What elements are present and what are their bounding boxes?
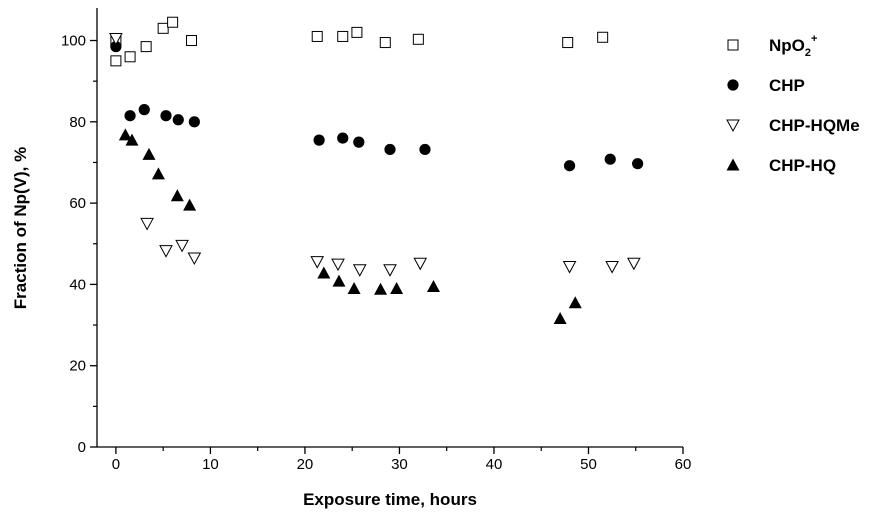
- y-tick-label: 100: [61, 33, 86, 50]
- chp-data-point: [313, 134, 325, 146]
- tick-marks: [90, 39, 684, 454]
- npo-data-point: [562, 37, 574, 49]
- series-chp: [110, 41, 644, 172]
- y-tick-label: 40: [69, 276, 86, 293]
- tick-labels: 0 10 20 30 40 50 60 0 20 40 60 80 100: [61, 33, 691, 473]
- chp-hq-data-point: [426, 279, 440, 292]
- legend: NpO2+ CHP CHP-HQMe CHP-HQ: [726, 33, 860, 175]
- x-tick-label: 50: [580, 456, 597, 473]
- chp-hq-data-point: [118, 128, 132, 141]
- npo-data-point: [597, 31, 609, 43]
- chp-data-point: [110, 41, 122, 53]
- y-tick-label: 20: [69, 358, 86, 375]
- legend-marker-chp: [727, 79, 739, 91]
- npo-data-point: [337, 30, 349, 42]
- chp-hqme-data-point: [562, 261, 577, 274]
- x-tick-label: 10: [202, 456, 219, 473]
- legend-label-chp-hqme: CHP-HQMe: [769, 116, 860, 135]
- npo-data-point: [379, 37, 391, 49]
- npo-data-point: [167, 16, 179, 28]
- x-tick-label: 20: [297, 456, 314, 473]
- legend-label-chp: CHP: [769, 76, 805, 95]
- chp-hqme-data-point: [605, 261, 619, 274]
- chp-hqme-data-point: [413, 257, 428, 271]
- chp-data-point: [160, 110, 172, 122]
- npo-data-point: [186, 35, 198, 47]
- legend-label-npo: NpO2+: [769, 33, 817, 59]
- y-axis-title: Fraction of Np(V), %: [11, 147, 30, 309]
- chp-data-point: [124, 110, 136, 122]
- chp-hq-data-point: [390, 281, 404, 294]
- chp-hq-data-point: [183, 198, 197, 211]
- chp-data-point: [632, 158, 644, 170]
- chp-hq-data-point: [347, 281, 361, 294]
- npo-data-point: [140, 41, 152, 53]
- npo-data-point: [351, 26, 363, 38]
- legend-marker-chp-hqme: [726, 119, 740, 133]
- chp-hqme-data-point: [352, 264, 367, 277]
- x-tick-label: 60: [675, 456, 692, 473]
- legend-marker-chp-hq: [726, 158, 740, 171]
- legend-label-chp-hq: CHP-HQ: [769, 156, 836, 175]
- chp-hq-data-point: [374, 282, 388, 295]
- series-chp-hq: [118, 128, 582, 325]
- chp-hqme-data-point: [331, 258, 345, 272]
- x-tick-label: 30: [391, 456, 408, 473]
- data-points: [109, 16, 644, 325]
- legend-item-npo: NpO2+: [727, 33, 817, 59]
- chp-data-point: [188, 116, 200, 128]
- chp-data-point: [138, 104, 150, 116]
- chp-hq-data-point: [125, 133, 139, 146]
- series-chp-hqme: [109, 32, 641, 277]
- chp-hq-data-point: [553, 312, 567, 325]
- chp-hqme-data-point: [627, 257, 641, 271]
- x-tick-label: 0: [112, 456, 120, 473]
- chp-data-point: [384, 143, 396, 156]
- legend-item-chp-hqme: CHP-HQMe: [726, 116, 860, 135]
- chp-data-point: [172, 114, 184, 126]
- npo-data-point: [124, 51, 136, 63]
- chp-data-point: [419, 143, 431, 156]
- chp-hq-data-point: [170, 189, 184, 202]
- chp-hq-data-point: [332, 274, 346, 287]
- chp-hqme-data-point: [159, 245, 173, 258]
- chp-data-point: [353, 136, 365, 148]
- y-tick-label: 60: [69, 195, 86, 212]
- legend-item-chp-hq: CHP-HQ: [726, 156, 836, 175]
- legend-marker-npo: [727, 39, 739, 51]
- legend-item-chp: CHP: [727, 76, 805, 95]
- npo-data-point: [311, 30, 323, 42]
- chp-hq-data-point: [151, 167, 165, 180]
- y-tick-label: 80: [69, 114, 86, 131]
- chp-hqme-data-point: [175, 239, 189, 253]
- npo-data-point: [412, 33, 424, 45]
- chp-data-point: [337, 132, 349, 144]
- npo-data-point: [110, 55, 122, 67]
- x-tick-label: 40: [486, 456, 503, 473]
- chp-hq-data-point: [568, 296, 582, 309]
- npo-data-point: [157, 22, 169, 34]
- x-axis-title: Exposure time, hours: [303, 490, 477, 509]
- chp-data-point: [604, 153, 616, 165]
- chp-hq-data-point: [142, 147, 156, 160]
- chp-hqme-data-point: [383, 264, 397, 277]
- chp-hqme-data-point: [310, 256, 325, 269]
- chp-hqme-data-point: [187, 252, 202, 266]
- chp-hq-data-point: [317, 266, 331, 279]
- chp-hqme-data-point: [140, 217, 154, 231]
- chp-data-point: [563, 160, 576, 172]
- chp-hqme-data-point: [109, 32, 123, 46]
- axes: [96, 8, 683, 448]
- y-tick-label: 0: [78, 439, 86, 456]
- series-npo: [110, 16, 609, 67]
